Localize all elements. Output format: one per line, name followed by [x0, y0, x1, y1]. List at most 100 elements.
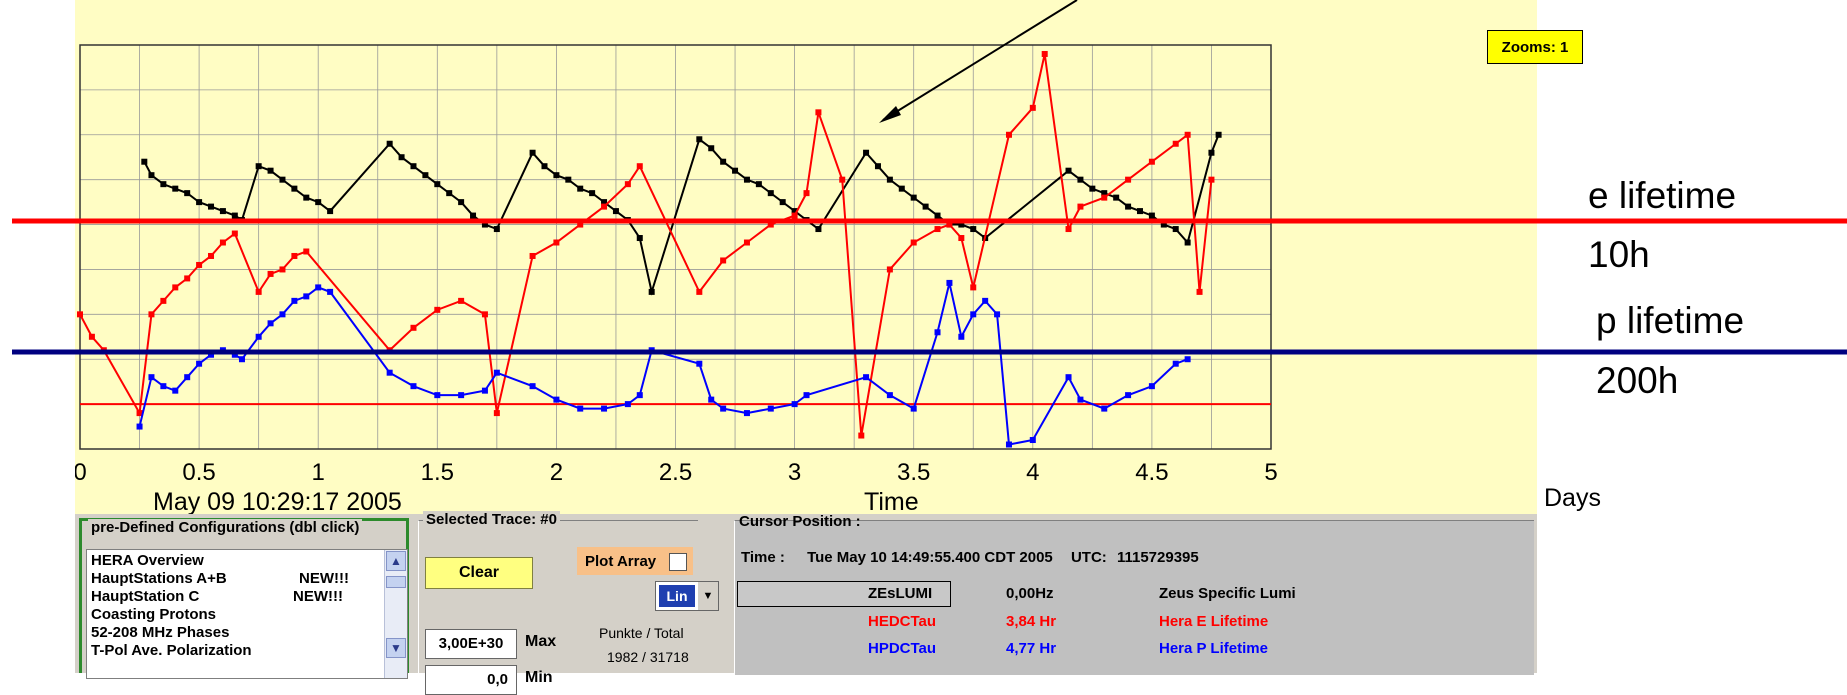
chevron-up-icon[interactable]: ▲ [386, 551, 406, 571]
max-label: Max [525, 633, 557, 650]
config-item[interactable]: T-Pol Ave. Polarization [91, 642, 252, 659]
config-group: pre-Defined Configurations (dbl click) H… [79, 518, 409, 679]
data-point [219, 347, 226, 354]
data-point [481, 221, 488, 228]
data-point [791, 401, 798, 408]
channel-name[interactable]: ZEsLUMI [868, 585, 933, 602]
data-point [541, 163, 548, 170]
data-point [1029, 437, 1036, 444]
data-point [1101, 405, 1108, 412]
config-scrollbar[interactable]: ▲ ▼ [384, 550, 407, 678]
data-point [732, 167, 739, 174]
data-point [208, 252, 215, 259]
data-point [1172, 140, 1179, 147]
x-tick-label: 2 [550, 459, 563, 486]
selected-channel-box[interactable] [737, 581, 951, 607]
cursor-time-row: Time : Tue May 10 14:49:55.400 CDT 2005 … [741, 549, 1199, 566]
data-point [231, 212, 238, 219]
plot-array-checkbox[interactable] [669, 553, 687, 571]
data-point [910, 405, 917, 412]
data-point [922, 203, 929, 210]
scale-select[interactable]: Lin ▼ [655, 581, 719, 611]
data-point [303, 248, 310, 255]
config-list[interactable]: HERA Overview HauptStations A+B NEW!!! H… [86, 549, 408, 679]
selected-trace-title: Selected Trace: #0 [423, 511, 560, 528]
data-point [219, 239, 226, 246]
data-point [791, 212, 798, 219]
config-item[interactable]: HauptStation C [91, 588, 200, 605]
channel-name[interactable]: HEDCTau [868, 613, 937, 630]
data-point [422, 172, 429, 179]
control-area: pre-Defined Configurations (dbl click) H… [75, 511, 1537, 695]
config-item[interactable]: HauptStations A+B [91, 570, 227, 587]
chevron-down-icon[interactable]: ▼ [698, 582, 718, 610]
data-point [1065, 374, 1072, 381]
data-point [291, 252, 298, 259]
data-point [601, 203, 608, 210]
zoom-indicator[interactable]: Zooms: 1 [1487, 30, 1583, 64]
channel-desc: Zeus Specific Lumi [1159, 585, 1296, 602]
data-point [958, 235, 965, 242]
plot-array-label: Plot Array [585, 552, 657, 570]
data-point [636, 163, 643, 170]
data-point [624, 217, 631, 224]
config-item[interactable]: Coasting Protons [91, 606, 217, 623]
data-point [315, 284, 322, 291]
data-point [553, 239, 560, 246]
start-date-label: May 09 10:29:17 2005 [153, 488, 402, 516]
data-point [815, 226, 822, 233]
data-point [982, 297, 989, 304]
data-point [327, 208, 334, 215]
data-point [196, 261, 203, 268]
points-label: Punkte / Total [599, 625, 684, 641]
data-point [648, 347, 655, 354]
data-point [743, 410, 750, 417]
new-badge: NEW!!! [299, 570, 349, 587]
config-item[interactable]: 52-208 MHz Phases [91, 624, 230, 641]
scroll-thumb[interactable] [386, 576, 406, 588]
data-point [1005, 441, 1012, 448]
series-line [138, 282, 1188, 446]
data-point [231, 351, 238, 358]
e-lifetime-value: 10h [1588, 234, 1650, 275]
data-point [386, 140, 393, 147]
channel-name[interactable]: HPDCTau [868, 640, 937, 657]
max-input[interactable]: 3,00E+30 [425, 629, 517, 659]
data-point [767, 221, 774, 228]
data-point [696, 288, 703, 295]
config-item[interactable]: HERA Overview [91, 552, 204, 569]
data-point [612, 208, 619, 215]
data-point [624, 401, 631, 408]
data-point [315, 199, 322, 206]
data-point [77, 311, 83, 318]
data-point [863, 149, 870, 156]
utc-value: 1115729395 [1116, 549, 1199, 566]
data-point [267, 320, 274, 327]
data-point [565, 176, 572, 183]
data-point [863, 374, 870, 381]
data-point [458, 392, 465, 399]
data-point [172, 387, 179, 394]
data-point [577, 405, 584, 412]
clear-button[interactable]: Clear [425, 557, 533, 589]
data-point [1101, 190, 1108, 197]
plot-array-toggle[interactable]: Plot Array [577, 547, 693, 575]
min-input[interactable]: 0,0 [425, 665, 517, 695]
utc-label: UTC: [1070, 549, 1107, 566]
data-point [1077, 203, 1084, 210]
data-point [184, 190, 191, 197]
chevron-down-icon[interactable]: ▼ [386, 638, 406, 658]
data-point [1208, 176, 1215, 183]
data-point [577, 185, 584, 192]
x-tick-label: 3 [788, 459, 801, 486]
data-point [970, 284, 977, 291]
data-point [636, 235, 643, 242]
data-point [1184, 356, 1191, 363]
data-point [1113, 194, 1120, 201]
chart-svg[interactable]: 0 0.5 1 1.5 2 2.5 3 3.5 4 4.5 5 [75, 0, 1537, 514]
data-point [720, 405, 727, 412]
data-point [279, 266, 286, 273]
data-point [994, 311, 1001, 318]
series-line [79, 53, 1213, 436]
data-point [148, 172, 155, 179]
